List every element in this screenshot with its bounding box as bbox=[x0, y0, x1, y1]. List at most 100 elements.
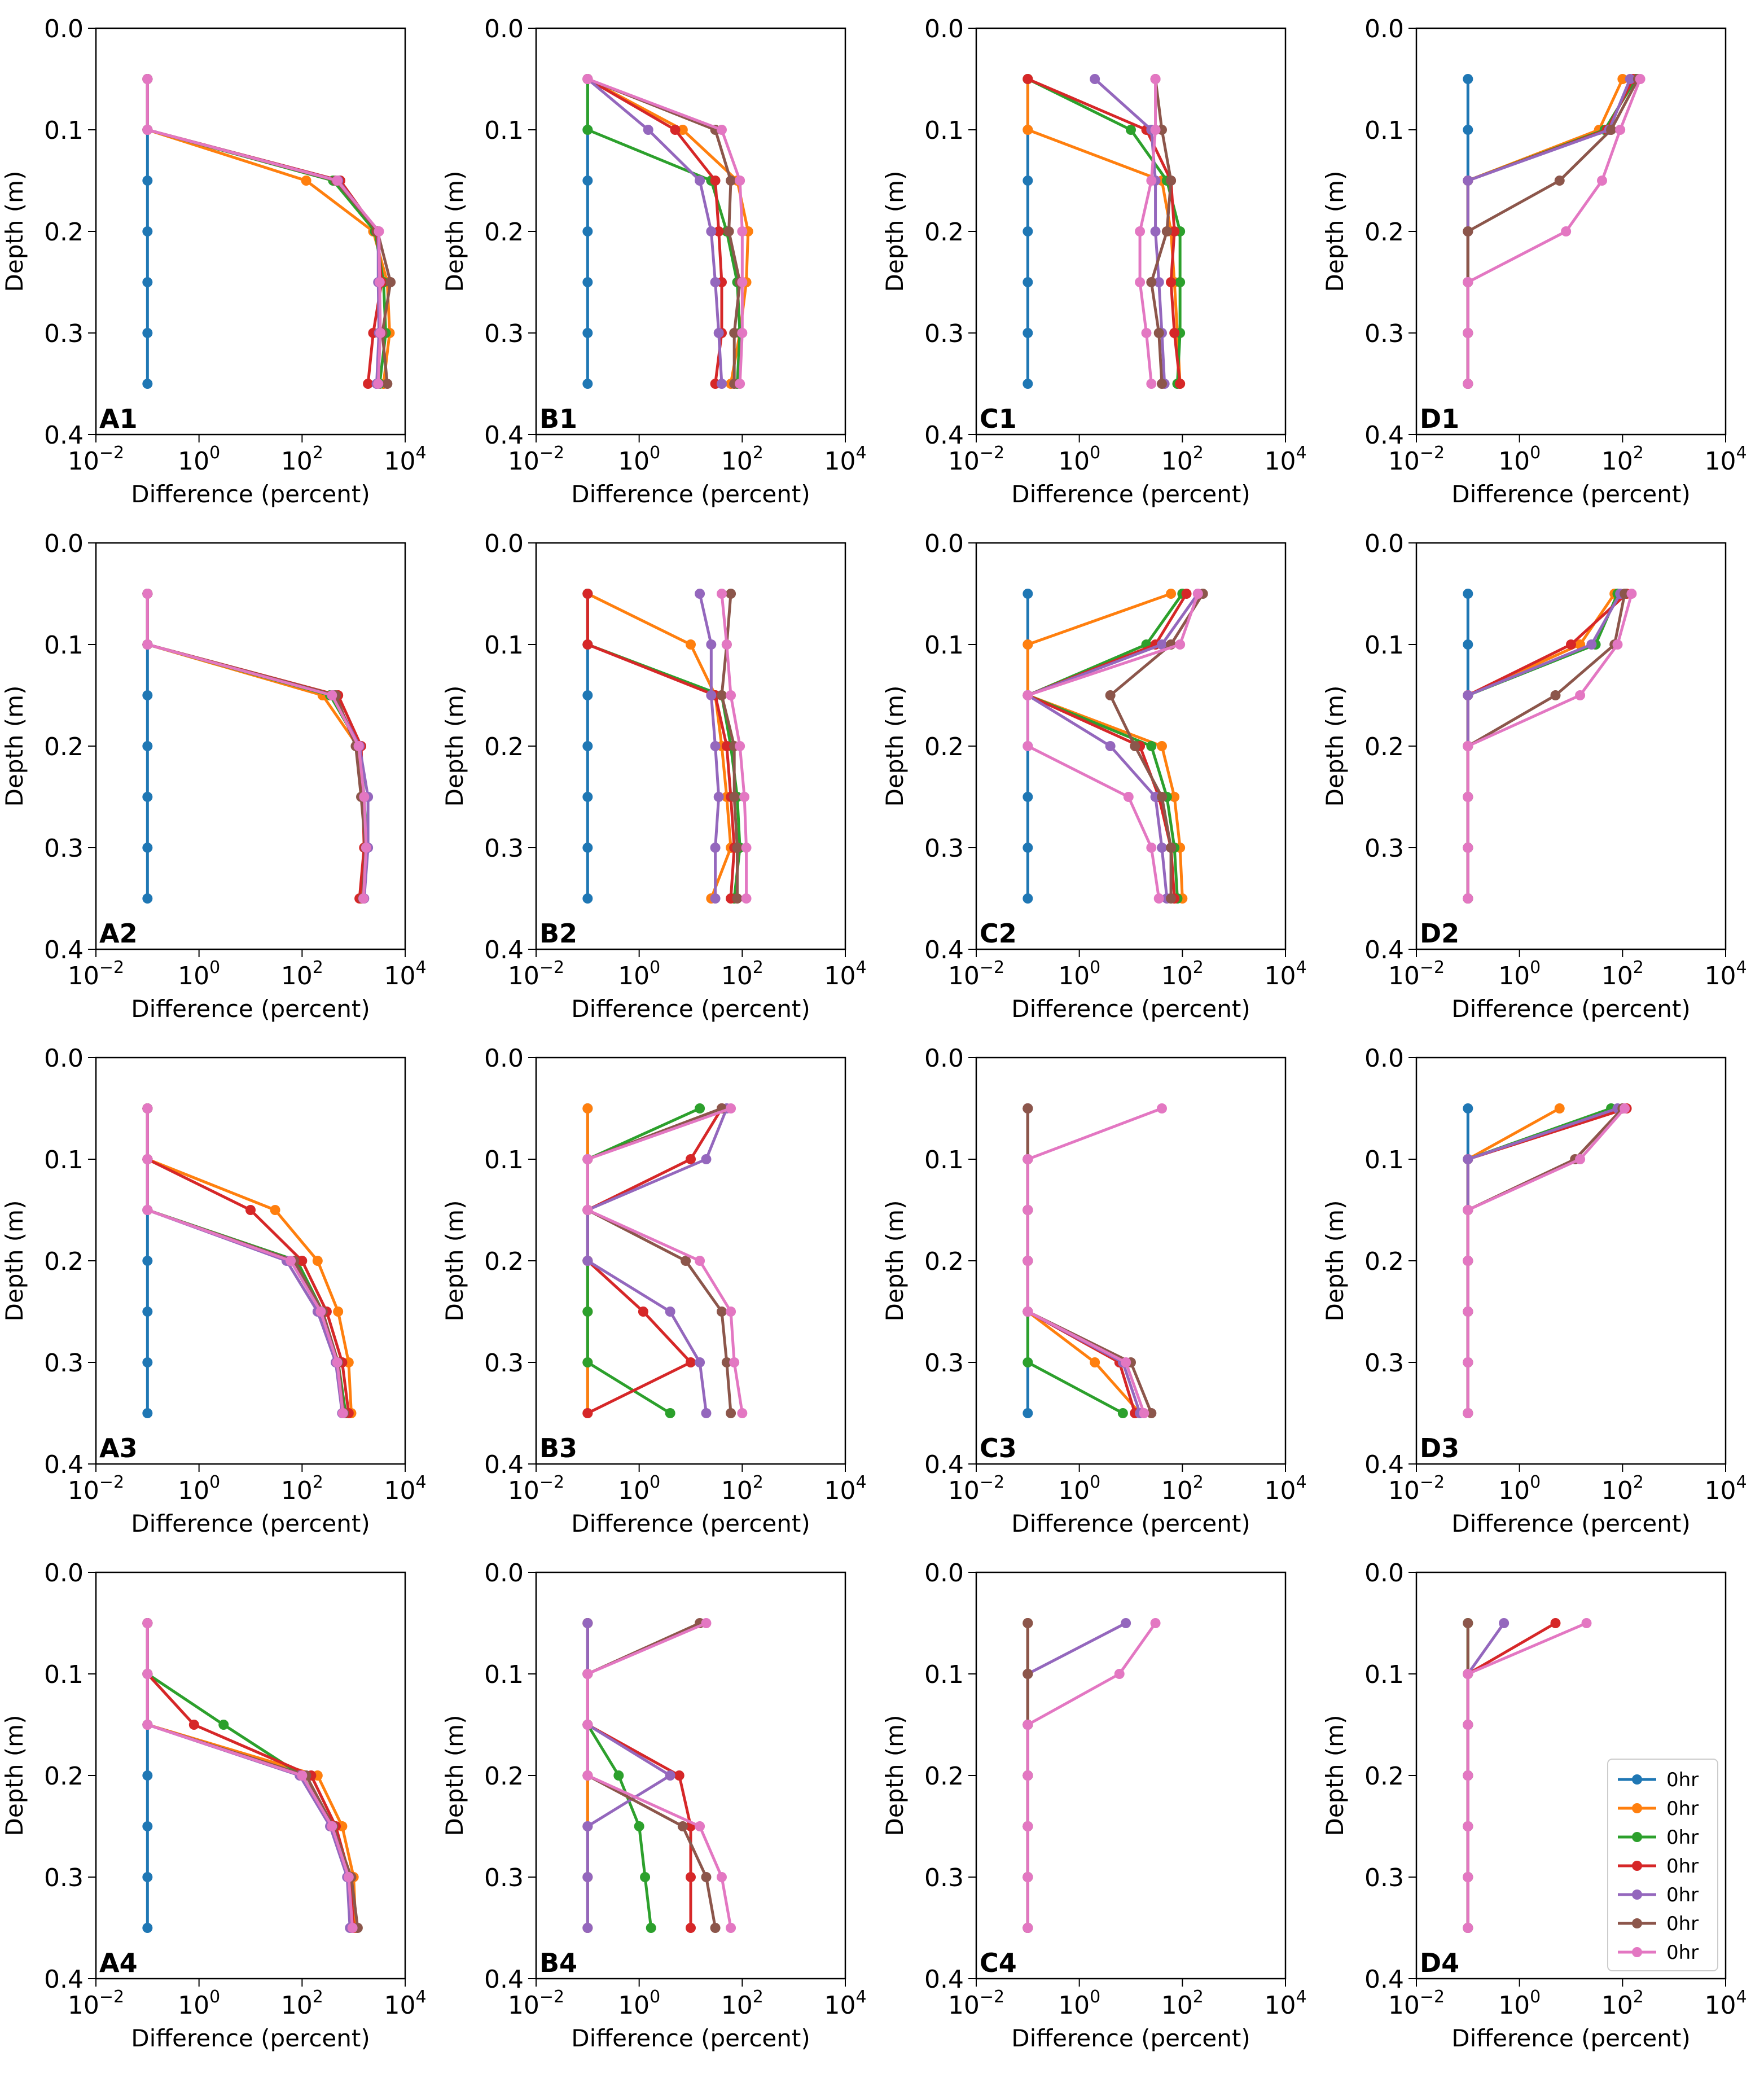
data-point bbox=[1150, 125, 1161, 135]
x-axis-label: Difference (percent) bbox=[1011, 995, 1250, 1023]
plot-area bbox=[1463, 1618, 1592, 1933]
y-tick-label: 0.3 bbox=[1364, 319, 1404, 348]
data-point bbox=[1161, 226, 1172, 236]
legend-label: 0hr bbox=[1666, 1941, 1699, 1964]
data-point bbox=[142, 1923, 153, 1933]
data-point bbox=[1146, 277, 1157, 287]
data-point bbox=[1023, 74, 1033, 84]
data-point bbox=[741, 893, 752, 904]
data-point bbox=[1463, 1103, 1473, 1113]
x-tick-label: 100 bbox=[1498, 1987, 1541, 2020]
series-line bbox=[146, 594, 367, 899]
data-point bbox=[701, 1872, 712, 1882]
data-point bbox=[695, 1103, 705, 1113]
y-tick-label: 0.3 bbox=[1364, 1864, 1404, 1892]
data-point bbox=[1146, 379, 1157, 389]
x-tick-label: 100 bbox=[1058, 1472, 1100, 1505]
y-tick-label: 0.0 bbox=[484, 1559, 524, 1588]
x-tick-label: 100 bbox=[178, 958, 220, 990]
series-line bbox=[1466, 1107, 1624, 1413]
series-line bbox=[146, 594, 370, 899]
data-point bbox=[695, 1256, 705, 1266]
data-point bbox=[363, 379, 374, 389]
panel-B3: 0.0 0.1 0.2 0.3 0.410−2 100 102 104 Difference (… bbox=[441, 1044, 867, 1537]
y-tick-label: 0.1 bbox=[924, 1660, 964, 1689]
data-point bbox=[1121, 1357, 1131, 1367]
series-line bbox=[146, 79, 388, 384]
y-tick-label: 0.1 bbox=[924, 116, 964, 145]
x-tick-label: 100 bbox=[178, 1472, 220, 1505]
y-tick-label: 0.1 bbox=[1364, 1146, 1404, 1174]
panel-C2: 0.0 0.1 0.2 0.3 0.410−2 100 102 104 Difference (… bbox=[881, 529, 1307, 1023]
series-line bbox=[1466, 78, 1631, 384]
data-point bbox=[1463, 1770, 1473, 1781]
data-point bbox=[1606, 125, 1617, 135]
panel-A4: 0.0 0.1 0.2 0.3 0.410−2 100 102 104 Difference (… bbox=[1, 1559, 427, 2052]
data-point bbox=[327, 690, 337, 700]
data-point bbox=[701, 1408, 712, 1418]
plot-area bbox=[1023, 1103, 1167, 1418]
series-line bbox=[146, 594, 368, 899]
data-point bbox=[1146, 843, 1157, 853]
x-tick-label: 104 bbox=[384, 1472, 426, 1505]
series-line bbox=[1466, 593, 1616, 898]
y-tick-label: 0.4 bbox=[484, 1450, 524, 1479]
panel-label: D3 bbox=[1420, 1433, 1459, 1463]
data-point bbox=[1023, 893, 1033, 904]
data-point bbox=[142, 1872, 153, 1882]
data-point bbox=[1023, 1872, 1033, 1882]
data-point bbox=[142, 1103, 153, 1113]
y-tick-label: 0.1 bbox=[484, 1660, 524, 1689]
y-tick-label: 0.0 bbox=[924, 1044, 964, 1073]
data-point bbox=[716, 379, 727, 389]
x-tick-label: 104 bbox=[824, 1987, 866, 2020]
data-point bbox=[1463, 125, 1473, 135]
data-point bbox=[1023, 1821, 1033, 1831]
x-tick-label: 100 bbox=[1058, 958, 1100, 990]
data-point bbox=[695, 1357, 705, 1367]
y-tick-label: 0.4 bbox=[924, 421, 964, 450]
data-point bbox=[1153, 277, 1164, 287]
y-tick-label: 0.2 bbox=[44, 1247, 84, 1276]
data-point bbox=[686, 1872, 696, 1882]
data-point bbox=[1023, 1154, 1033, 1164]
y-axis-label: Depth (m) bbox=[1321, 1200, 1349, 1322]
data-point bbox=[1123, 792, 1134, 802]
x-tick-label: 10−2 bbox=[948, 958, 1004, 990]
x-axis-label: Difference (percent) bbox=[131, 480, 370, 508]
plot-frame bbox=[95, 27, 406, 436]
data-point bbox=[1166, 589, 1177, 599]
y-axis-label: Depth (m) bbox=[1, 1715, 28, 1836]
data-point bbox=[737, 226, 748, 236]
series-line bbox=[586, 1621, 732, 1928]
data-point bbox=[1575, 1154, 1586, 1164]
data-point bbox=[373, 379, 384, 389]
data-point bbox=[1181, 589, 1192, 599]
data-point bbox=[710, 277, 721, 287]
data-point bbox=[638, 1307, 648, 1317]
series-line bbox=[1466, 593, 1628, 898]
series-line bbox=[146, 1623, 356, 1928]
data-point bbox=[582, 1154, 593, 1164]
data-point bbox=[701, 1618, 712, 1628]
x-tick-label: 10−2 bbox=[508, 1472, 564, 1505]
data-point bbox=[582, 792, 593, 802]
data-point bbox=[1023, 1720, 1033, 1730]
data-point bbox=[582, 74, 593, 84]
x-tick-label: 10−2 bbox=[508, 443, 564, 476]
legend-marker bbox=[1632, 1803, 1642, 1813]
data-point bbox=[1596, 176, 1607, 186]
x-tick-label: 100 bbox=[618, 958, 660, 990]
data-point bbox=[270, 1205, 280, 1215]
x-axis-label: Difference (percent) bbox=[131, 1510, 370, 1537]
x-tick-label: 10−2 bbox=[1388, 1472, 1445, 1505]
x-tick-label: 104 bbox=[824, 1472, 866, 1505]
data-point bbox=[582, 1923, 593, 1933]
series-line bbox=[146, 594, 366, 899]
series-line bbox=[146, 79, 383, 384]
data-point bbox=[721, 741, 732, 751]
data-point bbox=[1463, 792, 1473, 802]
plot-frame bbox=[95, 1056, 406, 1465]
panel-label: A2 bbox=[99, 918, 138, 949]
data-point bbox=[726, 690, 736, 700]
